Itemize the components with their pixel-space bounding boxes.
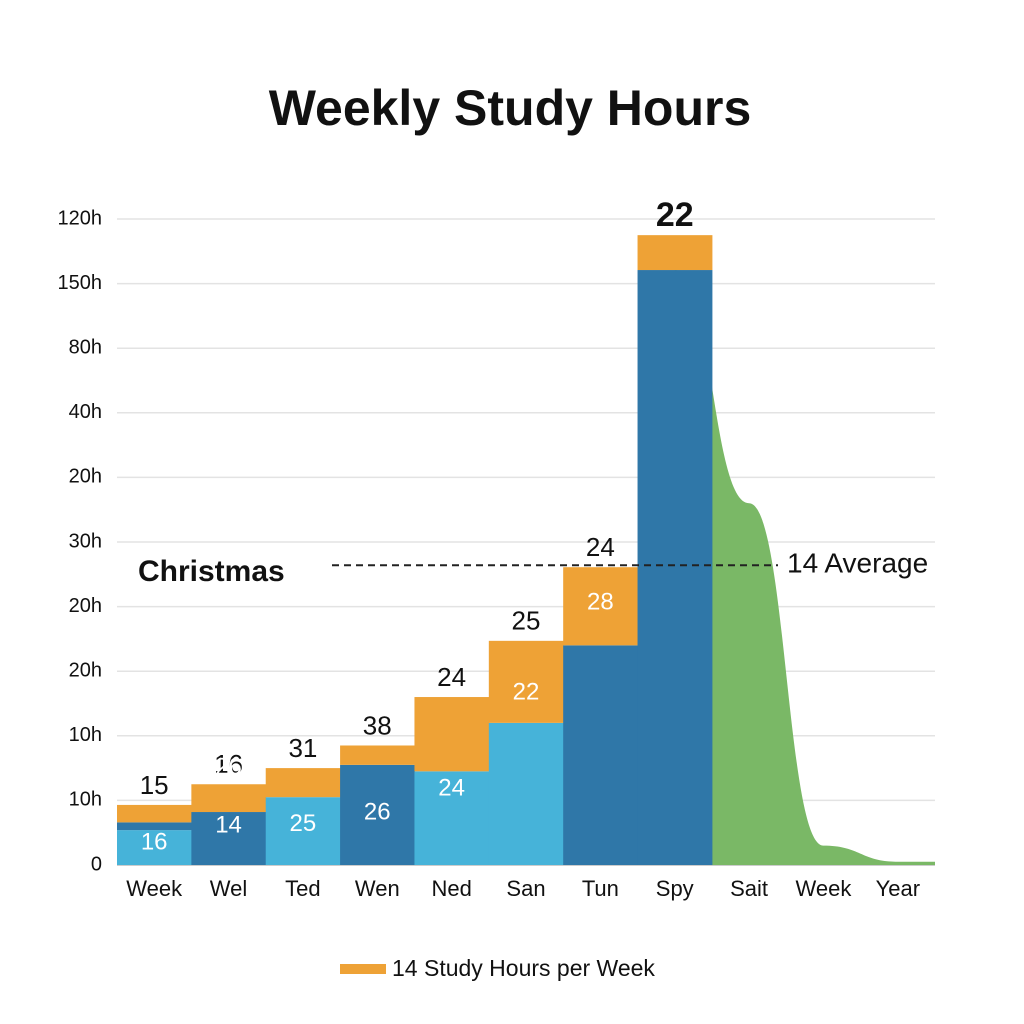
segment-label: 28 xyxy=(587,589,614,616)
top-label: 15 xyxy=(140,770,169,800)
bar-segment xyxy=(117,804,192,823)
y-tick-label: 20h xyxy=(69,466,102,488)
y-tick-label: 10h xyxy=(69,724,102,746)
segment-label: 24 xyxy=(438,774,465,801)
x-tick-label: Year xyxy=(876,876,920,901)
bar-segment xyxy=(637,235,713,271)
bar-segment xyxy=(488,640,564,723)
bar-segment xyxy=(117,830,192,865)
bar-segment xyxy=(340,764,415,865)
bar-segment xyxy=(340,745,415,765)
x-tick-label: Sait xyxy=(730,876,768,901)
bar-segment xyxy=(563,645,639,865)
y-tick-label: 120h xyxy=(58,207,103,229)
bar-segment xyxy=(191,784,267,813)
x-tick-label: Week xyxy=(126,876,183,901)
top-label: 22 xyxy=(656,196,694,234)
top-label: 31 xyxy=(288,733,317,763)
x-tick-label: Tun xyxy=(582,876,619,901)
annotation: Christmas xyxy=(138,555,285,588)
bar-segment xyxy=(637,270,713,865)
segment-label: 22 xyxy=(513,678,540,705)
y-tick-label: 10h xyxy=(69,789,102,811)
top-label: 16 xyxy=(214,749,243,779)
top-label: 24 xyxy=(586,532,615,562)
legend-swatch xyxy=(340,964,386,974)
segment-label: 16 xyxy=(141,828,168,855)
x-tick-label: Week xyxy=(796,876,853,901)
top-label: 24 xyxy=(437,662,466,692)
y-tick-label: 150h xyxy=(58,272,103,294)
bar-segment xyxy=(488,722,564,865)
bar-segment xyxy=(265,797,341,865)
y-tick-label: 80h xyxy=(69,336,102,358)
x-tick-label: Ted xyxy=(285,876,320,901)
x-tick-label: Spy xyxy=(656,876,694,901)
bar-segment xyxy=(563,567,639,646)
bar-segment xyxy=(414,771,490,865)
segment-label: 26 xyxy=(215,754,242,781)
top-label: 25 xyxy=(512,606,541,636)
x-tick-label: San xyxy=(506,876,545,901)
bar-segment xyxy=(414,697,490,772)
segment-label: 25 xyxy=(290,810,317,837)
x-tick-label: Wel xyxy=(210,876,248,901)
top-label: 38 xyxy=(363,710,392,740)
bar-segment xyxy=(191,812,267,865)
y-tick-label: 20h xyxy=(69,659,102,681)
area xyxy=(674,270,935,865)
legend-label: 14 Study Hours per Week xyxy=(392,955,655,981)
bar-segment xyxy=(265,768,341,798)
y-tick-label: 30h xyxy=(69,530,102,552)
reference-label: 14 Average xyxy=(787,548,928,579)
segment-label: 26 xyxy=(364,799,391,826)
chart-title: Weekly Study Hours xyxy=(269,80,752,136)
y-tick-label: 40h xyxy=(69,401,102,423)
x-tick-label: Ned xyxy=(431,876,471,901)
y-tick-label: 0 xyxy=(91,853,102,875)
segment-label: 14 xyxy=(215,812,242,839)
x-tick-label: Wen xyxy=(355,876,400,901)
y-tick-label: 20h xyxy=(69,595,102,617)
bar-segment xyxy=(117,822,192,831)
